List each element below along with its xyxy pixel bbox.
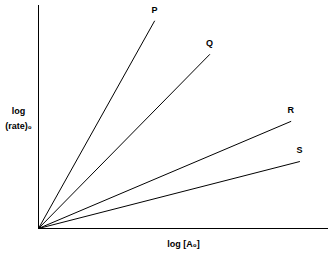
svg-text:log [A₀]: log [A₀] (167, 239, 200, 249)
svg-text:R: R (288, 105, 295, 115)
svg-text:P: P (151, 5, 157, 15)
svg-text:log(rate)₀: log(rate)₀ (5, 106, 32, 130)
svg-text:S: S (296, 145, 302, 155)
svg-text:Q: Q (206, 38, 213, 48)
